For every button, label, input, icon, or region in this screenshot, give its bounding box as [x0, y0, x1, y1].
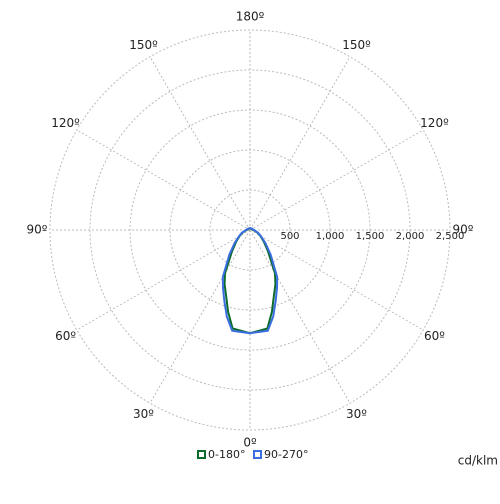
grid-spoke: [249, 56, 351, 231]
angle-label: 120º: [420, 116, 449, 130]
grid-spoke: [249, 229, 424, 331]
r-tick-label: 500: [280, 231, 299, 242]
grid-spoke: [249, 129, 424, 231]
legend-label: 0-180°: [208, 448, 245, 461]
series-curve: [221, 227, 279, 335]
angle-label: 150º: [129, 38, 158, 52]
angle-label: 30º: [133, 407, 154, 421]
grid-spoke: [76, 229, 251, 331]
angle-label: 60º: [55, 329, 76, 343]
r-tick-label: 2,000: [396, 231, 425, 242]
r-tick-label: 2,500: [436, 231, 465, 242]
grid-spoke: [149, 229, 251, 404]
legend-swatch: [253, 450, 262, 459]
r-tick-label: 1,000: [316, 231, 345, 242]
legend-label: 90-270°: [264, 448, 308, 461]
angle-label: 60º: [424, 329, 445, 343]
r-tick-label: 1,500: [356, 231, 385, 242]
angle-label: 90º: [27, 223, 48, 237]
angle-label: 180º: [236, 10, 265, 24]
grid-spoke: [249, 229, 351, 404]
grid-spoke: [149, 56, 251, 231]
angle-label: 150º: [342, 38, 371, 52]
legend-swatch: [197, 450, 206, 459]
angle-label: 120º: [51, 116, 80, 130]
unit-label: cd/klm: [458, 454, 498, 468]
series-curve: [223, 227, 277, 335]
grid-circle: [49, 29, 451, 431]
angle-label: 90º: [453, 223, 474, 237]
angle-label: 0º: [243, 436, 257, 450]
angle-label: 30º: [346, 407, 367, 421]
grid-spoke: [76, 129, 251, 231]
